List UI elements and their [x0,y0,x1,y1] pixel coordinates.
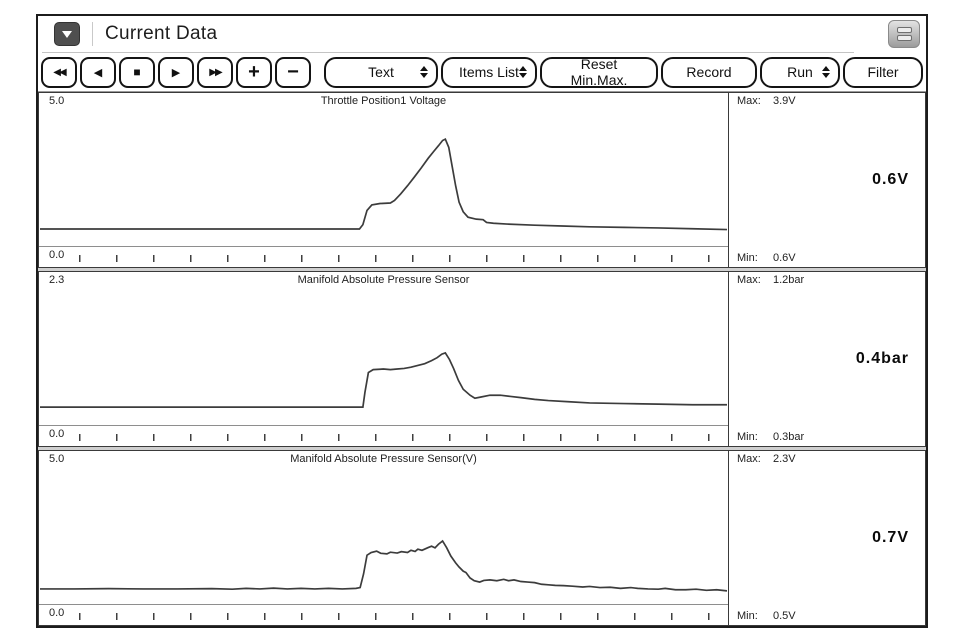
zoom-out-button[interactable]: − [275,56,311,88]
scale-min-label: 0.0 [49,607,65,619]
current-value: 0.6V [872,171,909,188]
graph-title: Manifold Absolute Pressure Sensor(V) [290,453,477,465]
rewind-button[interactable]: ◀◀ [41,56,77,88]
min-value: 0.6V [773,252,796,264]
plus-icon: + [248,61,260,83]
page-title: Current Data [105,23,218,44]
max-row: Max: 3.9V [737,95,796,107]
throttle-position-curve [40,109,727,246]
scale-max-label: 5.0 [49,453,65,465]
zoom-in-button[interactable]: + [236,56,272,88]
scale-max-label: 2.3 [49,274,65,286]
min-value: 0.3bar [773,431,805,443]
map-volts-curve [40,467,727,604]
time-axis: 0.0 [39,246,728,267]
max-value: 2.3V [773,453,796,465]
panel-throttle-position: 5.0 Throttle Position1 Voltage 0.0 Max: … [38,92,926,268]
stacked-windows-icon [896,35,912,41]
graph-panels: 5.0 Throttle Position1 Voltage 0.0 Max: … [38,91,926,626]
map-bar-curve [40,288,727,425]
current-value: 0.7V [872,529,909,546]
max-label: Max: [737,453,761,465]
collapse-button[interactable] [54,22,80,46]
filter-label: Filter [867,64,899,80]
items-list-dropdown[interactable]: Items List [441,56,537,88]
max-value: 3.9V [773,95,796,107]
map-bar-graph[interactable]: 2.3 Manifold Absolute Pressure Sensor 0.… [39,272,729,446]
current-data-window: Current Data ◀◀ ◀ ■ ▶ ▶▶ + − Text [36,14,928,628]
panel-map-bar: 2.3 Manifold Absolute Pressure Sensor 0.… [38,271,926,447]
min-row: Min: 0.3bar [737,431,804,443]
play-button[interactable]: ▶ [158,56,194,88]
titlebar-underline [42,52,854,53]
min-value: 0.5V [773,610,796,622]
max-label: Max: [737,95,761,107]
toolbar: ◀◀ ◀ ■ ▶ ▶▶ + − Text Items List Reset Mi… [38,53,926,91]
reset-minmax-label: Reset Min.Max. [570,56,628,88]
updown-arrows-icon [420,66,428,78]
play-icon: ▶ [171,66,181,79]
current-value: 0.4bar [855,350,909,367]
min-label: Min: [737,431,758,443]
axis-ticks [79,613,724,620]
map-volts-values: Max: 2.3V 0.7V Min: 0.5V [729,451,925,625]
record-label: Record [686,64,732,80]
record-button[interactable]: Record [661,56,757,88]
min-label: Min: [737,252,758,264]
max-row: Max: 1.2bar [737,274,804,286]
throttle-position-values: Max: 3.9V 0.6V Min: 0.6V [729,93,925,267]
rewind-icon: ◀◀ [53,66,66,78]
map-bar-values: Max: 1.2bar 0.4bar Min: 0.3bar [729,272,925,446]
axis-ticks [79,255,724,262]
updown-arrows-icon [822,66,830,78]
back-icon: ◀ [93,66,103,79]
fast-forward-button[interactable]: ▶▶ [197,56,233,88]
max-row: Max: 2.3V [737,453,796,465]
throttle-position-graph[interactable]: 5.0 Throttle Position1 Voltage 0.0 [39,93,729,267]
scale-min-label: 0.0 [49,428,65,440]
min-row: Min: 0.5V [737,610,796,622]
minus-icon: − [287,61,299,83]
min-row: Min: 0.6V [737,252,796,264]
display-mode-dropdown[interactable]: Text [324,56,438,88]
time-axis: 0.0 [39,604,728,625]
stacked-windows-icon [896,27,912,33]
panel-map-volts: 5.0 Manifold Absolute Pressure Sensor(V)… [38,450,926,626]
step-back-button[interactable]: ◀ [80,56,116,88]
title-bar: Current Data [38,16,926,52]
scale-min-label: 0.0 [49,249,65,261]
titlebar-divider [92,22,93,46]
map-volts-graph[interactable]: 5.0 Manifold Absolute Pressure Sensor(V)… [39,451,729,625]
filter-button[interactable]: Filter [843,56,923,88]
items-list-label: Items List [459,64,519,80]
run-dropdown[interactable]: Run [760,56,840,88]
max-label: Max: [737,274,761,286]
window-list-button[interactable] [888,20,920,48]
updown-arrows-icon [519,66,527,78]
graph-title: Manifold Absolute Pressure Sensor [297,274,470,286]
min-label: Min: [737,610,758,622]
max-value: 1.2bar [773,274,805,286]
run-label: Run [787,64,813,80]
chevron-down-icon [62,30,72,38]
stop-button[interactable]: ■ [119,56,155,88]
time-axis: 0.0 [39,425,728,446]
scale-max-label: 5.0 [49,95,65,107]
graph-title: Throttle Position1 Voltage [320,95,447,107]
stop-icon: ■ [133,65,141,79]
axis-ticks [79,434,724,441]
display-mode-label: Text [368,64,394,80]
reset-minmax-button[interactable]: Reset Min.Max. [540,56,658,88]
fast-forward-icon: ▶▶ [209,66,222,78]
